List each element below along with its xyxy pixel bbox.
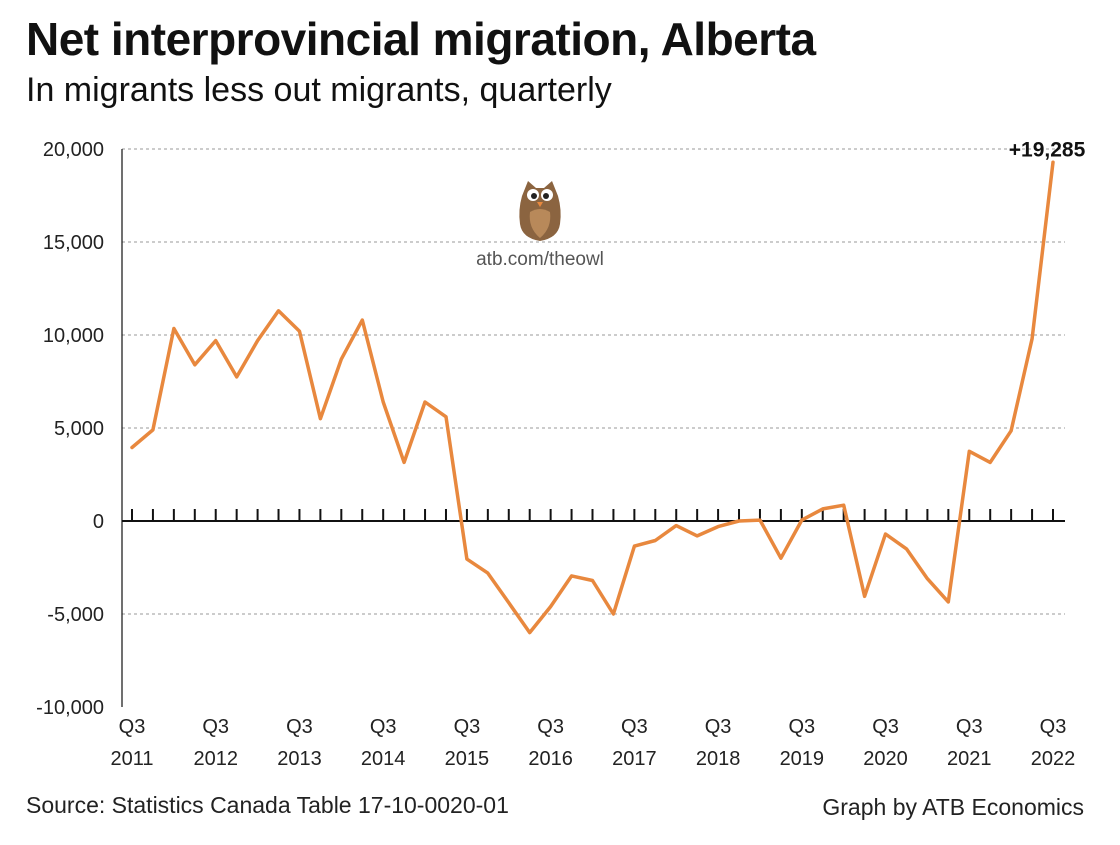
x-tick-label-year: 2019 [780, 748, 825, 770]
x-tick-label-year: 2018 [696, 748, 741, 770]
x-tick-label-quarter: Q3 [621, 716, 648, 738]
x-tick-label-year: 2011 [110, 748, 153, 770]
x-tick-label-quarter: Q3 [286, 716, 313, 738]
x-tick-label-year: 2020 [863, 748, 908, 770]
watermark: atb.com/theowl [476, 181, 604, 270]
x-tick-label-quarter: Q3 [537, 716, 564, 738]
x-tick-label-quarter: Q3 [956, 716, 983, 738]
y-tick-label: 5,000 [54, 418, 104, 440]
x-tick-label-year: 2016 [528, 748, 573, 770]
y-tick-label: 10,000 [43, 325, 104, 347]
chart-title: Net interprovincial migration, Alberta [26, 13, 816, 65]
tick-labels: 20,000 15,000 10,000 5,000 0 -5,000 -10,000 Q3 2… [36, 139, 1075, 770]
x-tick-label-quarter: Q3 [705, 716, 732, 738]
x-tick-label-quarter: Q3 [119, 716, 146, 738]
chart-subtitle: In migrants less out migrants, quarterly [26, 71, 612, 109]
x-tick-label-year: 2014 [361, 748, 406, 770]
x-tick-label-quarter: Q3 [454, 716, 481, 738]
x-tick-label-quarter: Q3 [788, 716, 815, 738]
x-tick-label-year: 2017 [612, 748, 657, 770]
watermark-text: atb.com/theowl [476, 249, 604, 270]
y-tick-label: -10,000 [36, 697, 104, 719]
x-tick-label-year: 2021 [947, 748, 992, 770]
x-tick-label-year: 2022 [1031, 748, 1076, 770]
axes [121, 149, 1065, 707]
x-tick-label-year: 2012 [193, 748, 238, 770]
series-line [130, 160, 1055, 635]
y-tick-label: 0 [93, 511, 104, 533]
x-tick-label-quarter: Q3 [202, 716, 229, 738]
y-tick-label: 15,000 [43, 232, 104, 254]
x-tick-label-year: 2015 [445, 748, 490, 770]
y-tick-label: -5,000 [47, 604, 104, 626]
owl-icon [519, 181, 561, 241]
y-tick-label: 20,000 [43, 139, 104, 161]
x-tick-label-quarter: Q3 [1040, 716, 1067, 738]
last-value-annotation: +19,285 [1009, 138, 1086, 161]
credit-note: Graph by ATB Economics [822, 794, 1084, 820]
x-tick-label-year: 2013 [277, 748, 322, 770]
x-tick-label-quarter: Q3 [370, 716, 397, 738]
x-tick-label-quarter: Q3 [872, 716, 899, 738]
gridlines [122, 148, 1065, 615]
source-note: Source: Statistics Canada Table 17-10-00… [26, 792, 509, 818]
